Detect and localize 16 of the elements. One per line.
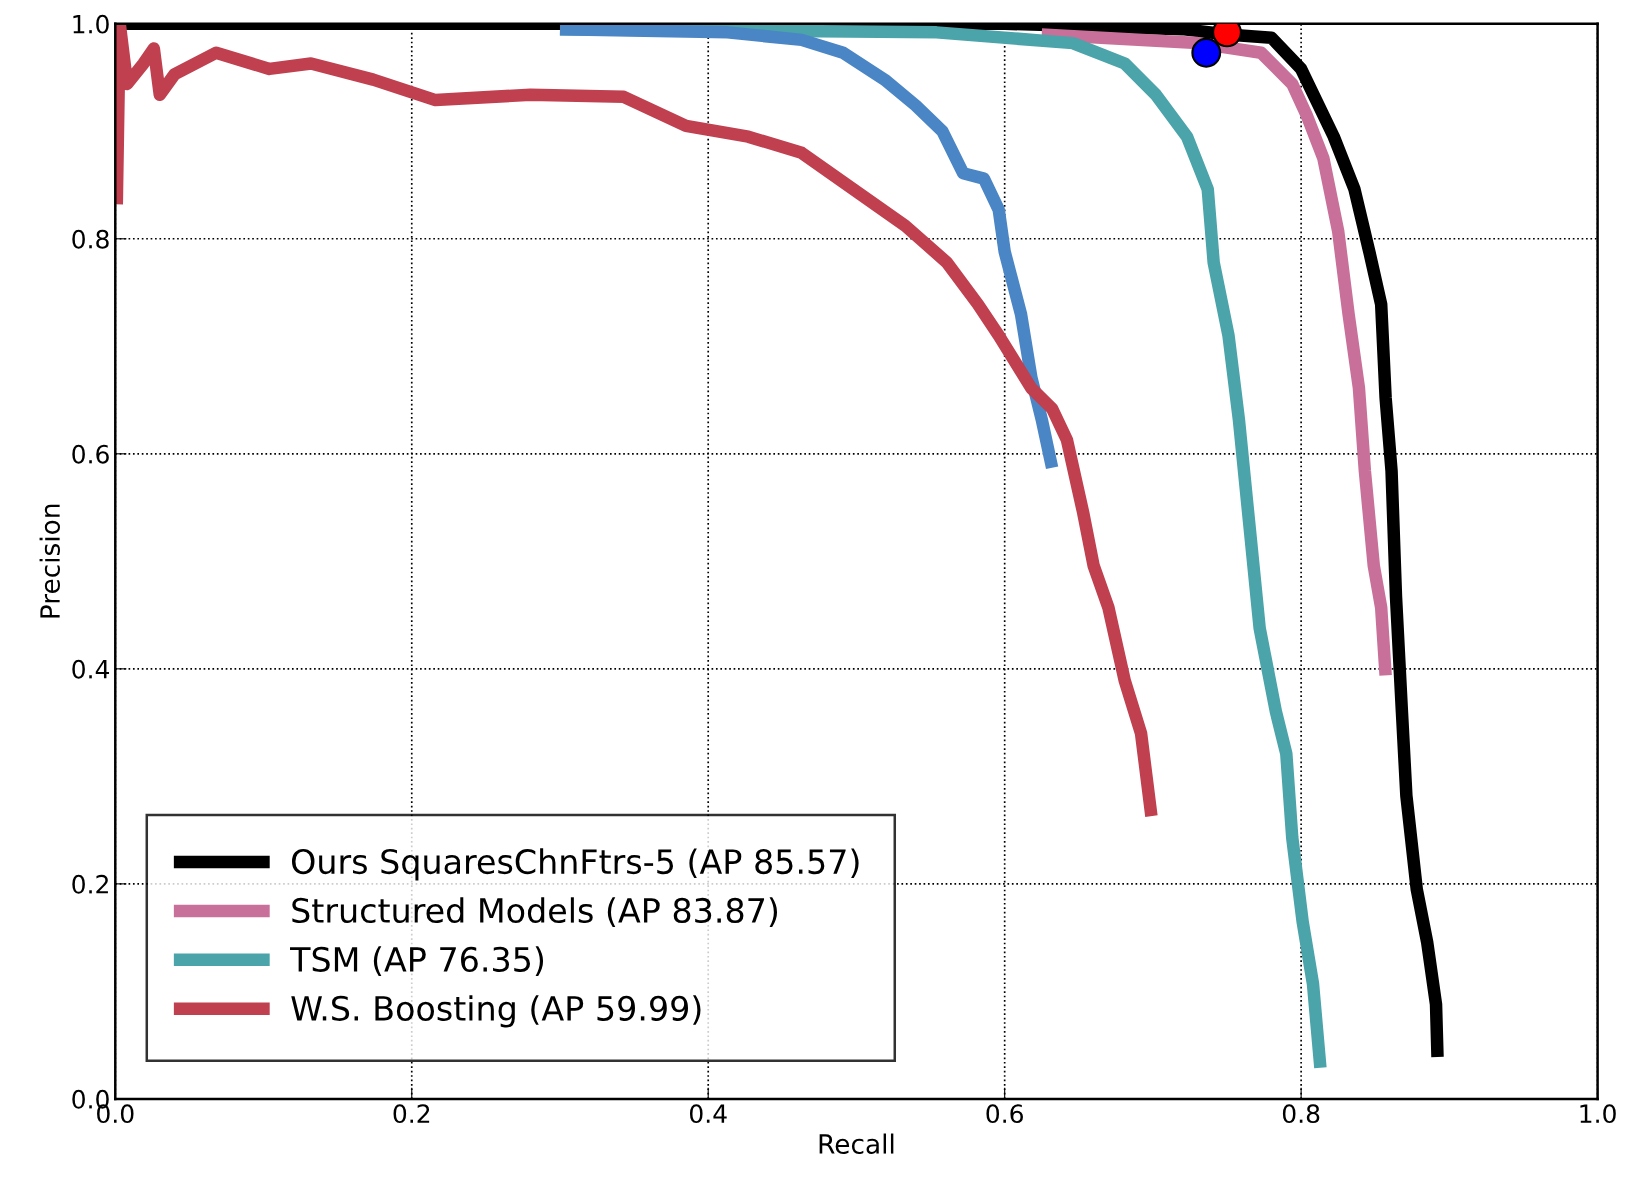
x-axis-title: Recall [819,1133,894,1154]
y-axis-title: Precision [39,504,60,618]
y-tick-label: 0.4 [72,659,110,679]
x-tick-label: 1.0 [1580,1104,1616,1124]
y-tick-label: 0.8 [72,229,109,249]
legend-label: Ours SquaresChnFtrs-5 (AP 85.57) [291,848,859,881]
y-tick-label: 0.6 [72,444,109,464]
legend-label: W.S. Boosting (AP 59.99) [291,995,701,1028]
y-tick-label: 1.0 [73,14,109,34]
x-tick-label: 0.6 [986,1104,1023,1124]
x-tick-label: 0.4 [689,1104,727,1124]
x-tick-label: 0.2 [393,1104,430,1124]
x-tick-label: 0.8 [1282,1104,1320,1124]
y-tick-label: 0.2 [72,874,108,894]
legend-label: TSM (AP 76.35) [290,946,544,976]
legend-label: Structured Models (AP 83.87) [292,897,778,928]
